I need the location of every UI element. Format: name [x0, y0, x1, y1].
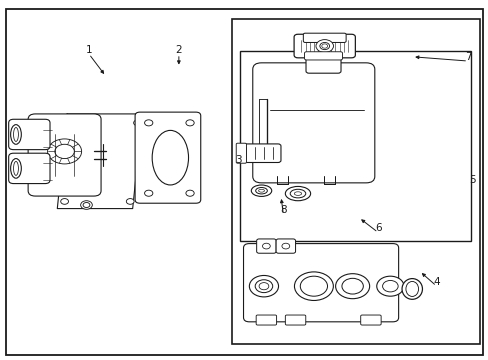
Circle shape: [68, 120, 76, 126]
FancyBboxPatch shape: [360, 315, 380, 325]
FancyBboxPatch shape: [304, 52, 342, 60]
Text: 5: 5: [468, 175, 474, 185]
Circle shape: [376, 276, 403, 296]
Text: 6: 6: [374, 223, 381, 233]
Circle shape: [144, 120, 153, 126]
Circle shape: [185, 190, 194, 196]
FancyBboxPatch shape: [256, 315, 276, 325]
FancyBboxPatch shape: [28, 114, 101, 196]
FancyBboxPatch shape: [9, 153, 50, 184]
Ellipse shape: [255, 188, 267, 194]
Text: 7: 7: [464, 52, 470, 62]
Circle shape: [144, 190, 153, 196]
Text: 1: 1: [85, 45, 92, 55]
Circle shape: [382, 280, 397, 292]
FancyBboxPatch shape: [276, 239, 295, 253]
FancyBboxPatch shape: [256, 239, 276, 253]
Ellipse shape: [401, 279, 422, 299]
Circle shape: [335, 274, 369, 299]
Circle shape: [259, 283, 268, 290]
Circle shape: [47, 139, 81, 164]
FancyBboxPatch shape: [243, 244, 398, 322]
Circle shape: [185, 120, 194, 126]
Circle shape: [126, 199, 134, 204]
Ellipse shape: [258, 189, 264, 192]
Text: 8: 8: [280, 205, 286, 215]
Circle shape: [319, 42, 329, 50]
Ellipse shape: [285, 186, 310, 201]
FancyBboxPatch shape: [303, 33, 346, 42]
Ellipse shape: [11, 125, 21, 144]
Circle shape: [294, 272, 333, 301]
Bar: [239, 51, 469, 241]
Circle shape: [315, 40, 333, 53]
FancyBboxPatch shape: [285, 315, 305, 325]
Ellipse shape: [282, 243, 289, 249]
Circle shape: [61, 199, 68, 204]
FancyBboxPatch shape: [135, 112, 201, 203]
Ellipse shape: [14, 127, 19, 141]
FancyBboxPatch shape: [252, 63, 374, 183]
FancyBboxPatch shape: [9, 119, 50, 150]
Text: 2: 2: [175, 45, 182, 55]
FancyBboxPatch shape: [305, 55, 340, 73]
Ellipse shape: [294, 192, 301, 195]
Circle shape: [341, 278, 363, 294]
Text: 3: 3: [234, 156, 241, 165]
Circle shape: [321, 44, 327, 48]
Ellipse shape: [289, 189, 305, 198]
Ellipse shape: [152, 130, 188, 185]
Circle shape: [255, 280, 272, 293]
Circle shape: [249, 275, 278, 297]
Circle shape: [133, 120, 141, 126]
Ellipse shape: [11, 158, 21, 178]
Ellipse shape: [405, 282, 418, 296]
Text: 4: 4: [432, 277, 439, 287]
Ellipse shape: [262, 243, 270, 249]
FancyBboxPatch shape: [236, 143, 246, 163]
FancyBboxPatch shape: [293, 34, 355, 58]
Bar: [232, 19, 479, 344]
Circle shape: [55, 144, 74, 158]
FancyBboxPatch shape: [238, 144, 281, 162]
Circle shape: [81, 201, 92, 209]
Ellipse shape: [251, 185, 271, 197]
Circle shape: [83, 203, 90, 207]
Ellipse shape: [14, 161, 19, 175]
Circle shape: [300, 276, 327, 296]
